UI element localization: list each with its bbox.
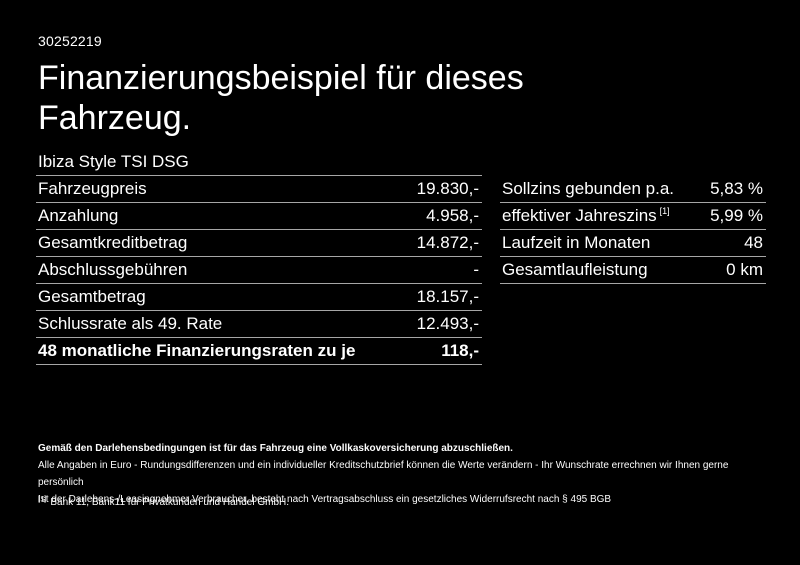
page-title-line2: Fahrzeug. (38, 99, 192, 137)
vehicle-id: 30252219 (38, 33, 102, 49)
row-label: Schlussrate als 49. Rate (38, 314, 223, 333)
row-label: Laufzeit in Monaten (502, 233, 651, 252)
row-value: 12.493,- (416, 314, 479, 333)
row-value: 5,99 % (710, 206, 763, 225)
row-value: 5,83 % (710, 179, 763, 198)
row-label: Gesamtlaufleistung (502, 260, 648, 279)
bank-footnote: [1] Bank 11, Bank11 für Privatkunden und … (38, 493, 738, 508)
insurance-note: Gemäß den Darlehensbedingungen ist für d… (38, 443, 513, 454)
row-value: 14.872,- (416, 233, 479, 252)
conditions-row-laufleistung: Gesamtlaufleistung 0 km (500, 257, 766, 284)
footnote-marker: [1] (38, 493, 47, 503)
finance-row-gesamtbetrag: Gesamtbetrag 18.157,- (36, 284, 482, 311)
footnote-text: Bank 11, Bank11 für Privatkunden und Han… (50, 497, 290, 508)
footnote-ref-marker: [1] (659, 206, 670, 217)
row-label: 48 monatliche Finanzierungsraten zu je (38, 341, 356, 360)
row-label: Fahrzeugpreis (38, 179, 147, 198)
row-value: 0 km (726, 260, 763, 279)
row-value: 18.157,- (416, 287, 479, 306)
conditions-row-jahreszins: effektiver Jahreszins [1] 5,99 % (500, 203, 766, 230)
finance-row-fahrzeugpreis: Fahrzeugpreis 19.830,- (36, 176, 482, 203)
conditions-row-laufzeit: Laufzeit in Monaten 48 (500, 230, 766, 257)
conditions-table: Sollzins gebunden p.a. 5,83 % effektiver… (500, 176, 766, 284)
model-name-row: Ibiza Style TSI DSG (36, 149, 482, 176)
finance-row-monatsrate: 48 monatliche Finanzierungsraten zu je 1… (36, 338, 482, 365)
row-value: 19.830,- (416, 179, 479, 198)
model-name: Ibiza Style TSI DSG (38, 152, 189, 171)
row-value: 48 (744, 233, 763, 252)
row-value: 4.958,- (426, 206, 479, 225)
row-label: effektiver Jahreszins [1] (502, 206, 670, 225)
row-label: Sollzins gebunden p.a. (502, 179, 675, 198)
conditions-row-sollzins: Sollzins gebunden p.a. 5,83 % (500, 176, 766, 203)
row-value: 118,- (441, 341, 479, 360)
page-title: Finanzierungsbeispiel für dieses Fahrzeu… (38, 58, 524, 138)
row-label: Gesamtbetrag (38, 287, 146, 306)
withdrawal-note: Ist der Darlehens-/Leasingnehmer Verbrau… (38, 494, 612, 505)
row-label: Anzahlung (38, 206, 119, 225)
finance-row-anzahlung: Anzahlung 4.958,- (36, 203, 482, 230)
row-label: Gesamtkreditbetrag (38, 233, 188, 252)
finance-row-gesamtkreditbetrag: Gesamtkreditbetrag 14.872,- (36, 230, 482, 257)
finance-row-abschlussgebuehren: Abschlussgebühren - (36, 257, 482, 284)
row-label: Abschlussgebühren (38, 260, 188, 279)
row-value: - (473, 260, 479, 279)
finance-row-schlussrate: Schlussrate als 49. Rate 12.493,- (36, 311, 482, 338)
page-title-line1: Finanzierungsbeispiel für dieses (38, 59, 524, 97)
footer-notes: Gemäß den Darlehensbedingungen ist für d… (38, 440, 774, 508)
finance-table: Ibiza Style TSI DSG Fahrzeugpreis 19.830… (36, 149, 482, 365)
disclaimer-line: Alle Angaben in Euro - Rundungsdifferenz… (38, 460, 729, 488)
